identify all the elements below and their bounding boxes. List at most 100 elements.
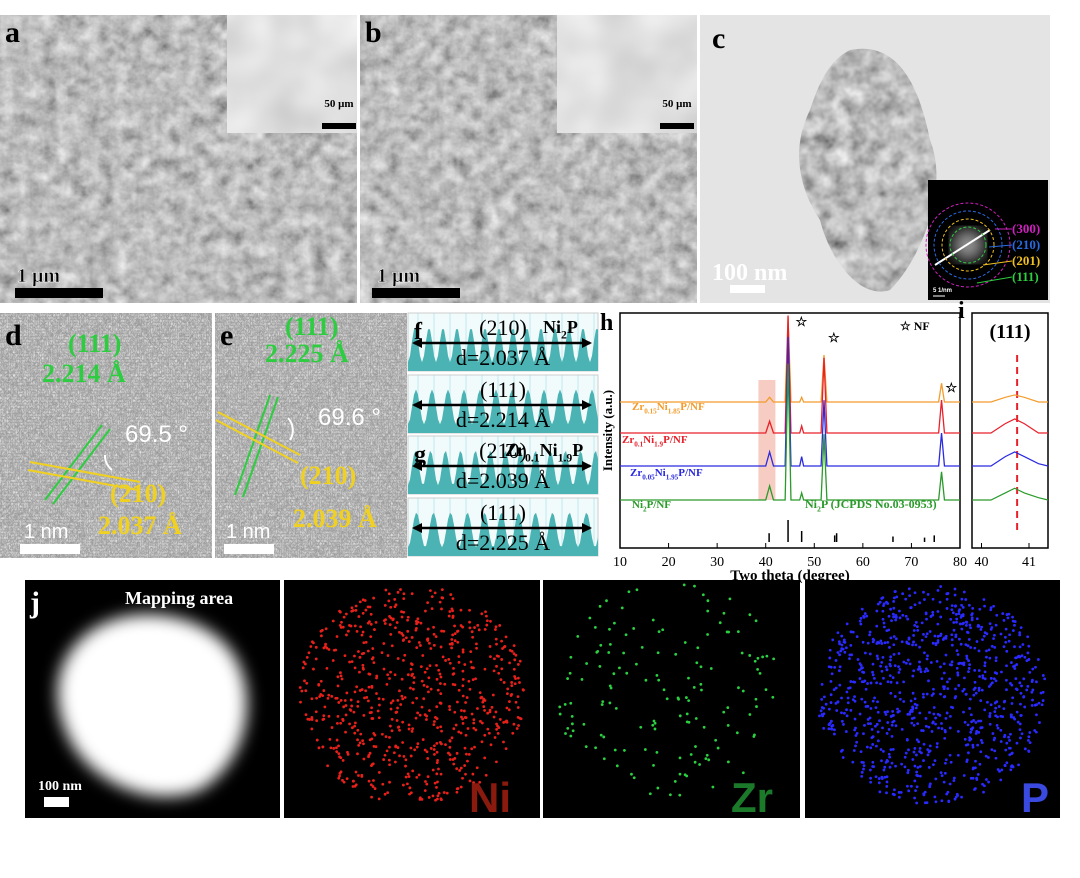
map-dot [993, 710, 997, 714]
map-dot [950, 633, 954, 637]
map-dot [602, 735, 606, 739]
map-dot [969, 646, 973, 649]
map-dot [944, 634, 948, 638]
map-dot [704, 757, 708, 761]
map-dot [387, 599, 391, 603]
map-dot [957, 684, 961, 687]
formula-part: P (JCPDS No.03-0953) [821, 497, 937, 511]
map-dot [394, 626, 397, 630]
map-dot [991, 732, 995, 735]
formula-part: P/NF [663, 434, 688, 446]
map-dot [1013, 645, 1016, 649]
subscript: 1.9 [654, 440, 663, 448]
map-dot [598, 664, 602, 668]
map-dot [936, 639, 940, 642]
map-dot [926, 753, 930, 757]
spacing-label: d=2.225 Å [456, 530, 550, 555]
map-dot [955, 666, 959, 670]
map-dot [838, 665, 842, 669]
map-dot [890, 723, 894, 727]
map-dot [705, 753, 709, 757]
map-dot [1017, 763, 1020, 767]
map-dot [926, 654, 929, 658]
map-dot [1010, 661, 1013, 664]
map-dot [886, 680, 890, 684]
map-dot [922, 695, 925, 699]
map-dot [400, 610, 403, 614]
map-dot [338, 774, 341, 778]
map-dot [494, 637, 498, 641]
map-dot [908, 710, 912, 714]
map-dot [350, 726, 354, 730]
map-dot [406, 772, 410, 776]
map-dot [975, 729, 979, 733]
map-dot [409, 686, 412, 690]
map-dot [687, 676, 690, 680]
map-dot [879, 639, 883, 643]
map-dot [983, 664, 987, 668]
map-dot [367, 779, 371, 783]
map-dot [985, 655, 988, 659]
map-dot [580, 678, 584, 681]
map-dot [1009, 768, 1013, 772]
map-dot [453, 632, 457, 636]
map-dot [332, 746, 336, 750]
map-dot [404, 764, 407, 768]
map-dot [1005, 741, 1009, 745]
map-dot [450, 646, 454, 650]
map-dot [396, 657, 400, 660]
map-dot [966, 644, 970, 648]
subscript: 2 [643, 505, 647, 513]
map-dot [866, 718, 870, 721]
map-dot [726, 760, 730, 764]
map-dot [437, 668, 441, 672]
map-dot [396, 706, 399, 710]
plot-frame [619, 312, 961, 549]
map-dot [461, 694, 465, 698]
lattice-lines [27, 394, 301, 505]
map-dot [933, 795, 937, 799]
map-dot [911, 643, 914, 647]
map-dot [314, 657, 318, 661]
map-dot [771, 695, 775, 699]
map-dot [614, 706, 618, 710]
map-dot [934, 722, 937, 726]
map-dot [433, 781, 437, 785]
panel-label: c [712, 22, 725, 55]
map-dot [358, 655, 362, 659]
map-dot [925, 657, 929, 661]
map-dot [882, 676, 885, 680]
map-dot [883, 765, 887, 769]
map-dot [487, 731, 491, 735]
map-dot [435, 677, 439, 681]
map-dot [389, 707, 393, 711]
map-dot [368, 738, 372, 742]
map-dot [952, 628, 956, 632]
map-dot [366, 621, 370, 625]
map-dot [892, 596, 896, 600]
map-dot [829, 665, 833, 669]
map-dot [436, 780, 439, 784]
map-dot [495, 760, 498, 764]
map-dot [303, 679, 306, 683]
map-dot [906, 784, 909, 788]
map-dot [477, 628, 481, 632]
map-dot [453, 624, 456, 628]
map-dot [415, 775, 419, 779]
map-dot [674, 652, 678, 656]
map-dot [615, 764, 619, 768]
map-dot [613, 748, 617, 752]
map-dot [956, 673, 960, 677]
map-dot [871, 662, 875, 666]
map-dot [326, 764, 330, 768]
map-dot [924, 612, 928, 616]
map-dot [302, 660, 306, 664]
map-dot [678, 772, 682, 776]
map-dot [820, 698, 824, 701]
map-dot [836, 631, 840, 635]
map-dot [926, 593, 930, 596]
map-dot [456, 787, 460, 790]
map-dot [356, 728, 360, 732]
map-dot [1003, 699, 1007, 703]
